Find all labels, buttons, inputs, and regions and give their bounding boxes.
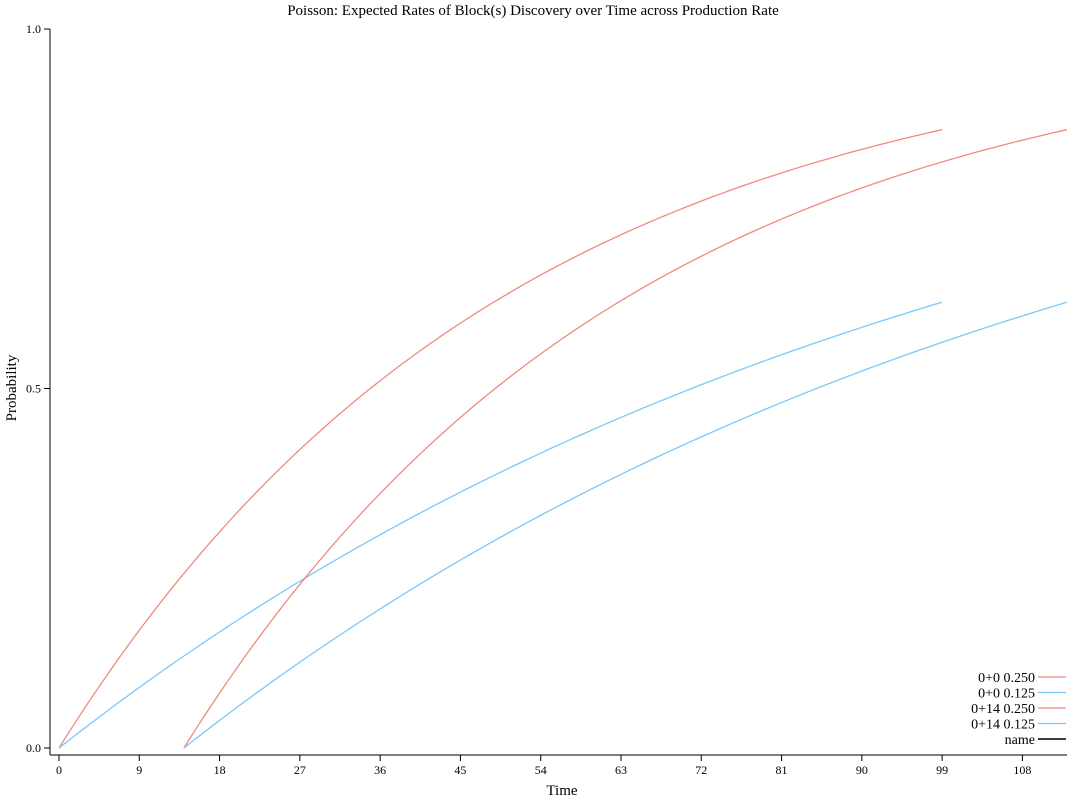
x-tick-label: 9	[136, 763, 142, 777]
series-line-3	[183, 301, 1067, 749]
x-tick-label: 99	[936, 763, 948, 777]
x-tick-label: 27	[294, 763, 306, 777]
x-tick-label: 54	[535, 763, 547, 777]
x-ticks: 0 9 18 27 36 45 54 63 72 81 90 99 108	[56, 755, 1031, 777]
legend-label: name	[1005, 733, 1035, 748]
y-ticks: 0.0 0.5 1.0	[26, 22, 50, 755]
legend-label: 0+0 0.250	[978, 671, 1035, 686]
x-tick-label: 63	[615, 763, 627, 777]
x-tick-label: 108	[1013, 763, 1031, 777]
series-line-2	[183, 129, 1067, 749]
x-axis-label: Time	[546, 783, 577, 799]
x-tick-label: 90	[856, 763, 868, 777]
x-tick-label: 45	[454, 763, 466, 777]
legend-label: 0+14 0.250	[971, 702, 1035, 717]
y-axis-label: Probability	[4, 354, 20, 421]
x-tick-label: 72	[695, 763, 707, 777]
x-tick-label: 18	[214, 763, 226, 777]
x-tick-label: 0	[56, 763, 62, 777]
y-tick-label: 0.0	[26, 741, 41, 755]
x-tick-label: 81	[776, 763, 788, 777]
chart-title: Poisson: Expected Rates of Block(s) Disc…	[287, 3, 779, 19]
legend-label: 0+14 0.125	[971, 718, 1035, 733]
series-line-1	[58, 301, 943, 749]
series-layer	[58, 129, 1067, 749]
y-tick-label: 1.0	[26, 22, 41, 36]
x-tick-label: 36	[374, 763, 386, 777]
y-tick-label: 0.5	[26, 382, 41, 396]
series-line-0	[58, 129, 943, 749]
legend-label: 0+0 0.125	[978, 687, 1035, 702]
